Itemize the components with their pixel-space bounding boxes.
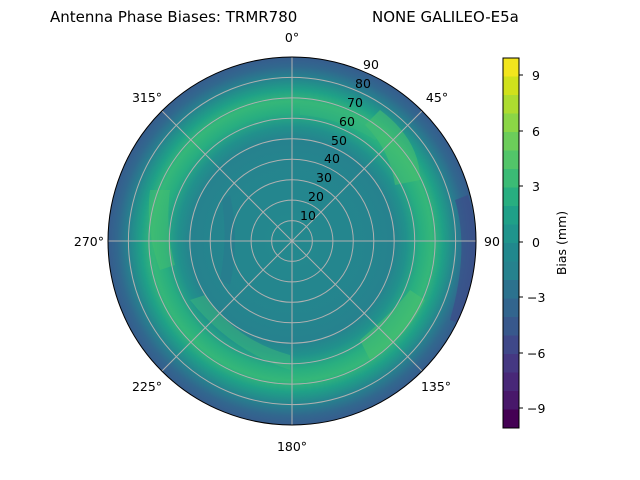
colorbar-tick-neg3: −3 xyxy=(527,290,545,305)
angle-label-180: 180° xyxy=(277,439,307,454)
colorbar: 9 6 3 0 −3 −6 −9 Bias (mm) xyxy=(502,57,569,429)
angle-label-315: 315° xyxy=(132,90,162,105)
angle-label-0: 0° xyxy=(285,30,299,45)
angular-tick-labels: 0° 45° 90 135° 180° 225° 270° 315° xyxy=(74,30,500,454)
polar-grid xyxy=(108,57,476,425)
radial-label-50: 50 xyxy=(331,133,347,148)
angle-label-45: 45° xyxy=(426,90,448,105)
colorbar-tick-neg9: −9 xyxy=(527,401,545,416)
radial-label-90: 90 xyxy=(363,57,379,72)
colorbar-tick-neg6: −6 xyxy=(527,346,545,361)
chart-title-left: Antenna Phase Biases: TRMR780 xyxy=(50,8,298,26)
colorbar-tick-9: 9 xyxy=(532,68,540,83)
radial-label-30: 30 xyxy=(316,170,332,185)
radial-label-20: 20 xyxy=(308,189,324,204)
angle-label-225: 225° xyxy=(132,379,162,394)
colorbar-label: Bias (mm) xyxy=(554,211,569,275)
radial-label-40: 40 xyxy=(324,151,340,166)
radial-label-80: 80 xyxy=(355,76,371,91)
colorbar-tick-3: 3 xyxy=(532,179,540,194)
angle-label-270: 270° xyxy=(74,234,104,249)
radial-label-10: 10 xyxy=(300,208,316,223)
colorbar-tick-0: 0 xyxy=(532,235,540,250)
chart-title-right: NONE GALILEO-E5a xyxy=(372,8,519,26)
polar-frame xyxy=(107,56,477,426)
radial-tick-labels: 10 20 30 40 50 60 70 80 90 xyxy=(300,57,379,223)
radial-label-60: 60 xyxy=(339,114,355,129)
angle-label-90: 90 xyxy=(484,234,500,249)
colorbar-tick-6: 6 xyxy=(532,124,540,139)
radial-label-70: 70 xyxy=(347,95,363,110)
angle-label-135: 135° xyxy=(421,379,451,394)
